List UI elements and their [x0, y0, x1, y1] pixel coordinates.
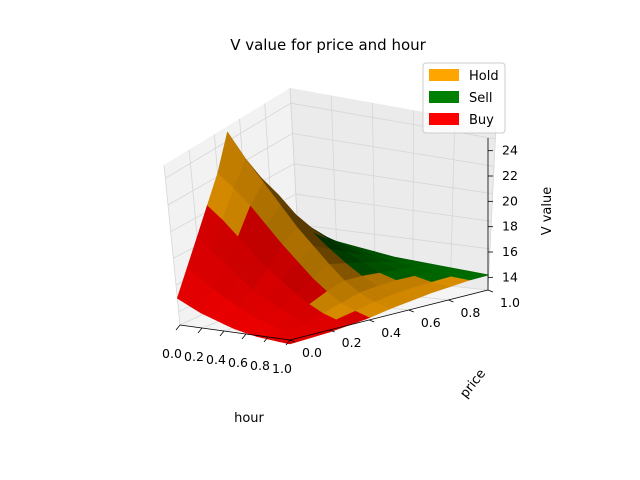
y-tick — [487, 289, 494, 293]
x-tick-label: 0.6 — [228, 355, 248, 370]
x-tick — [241, 333, 247, 340]
x-tick — [197, 327, 203, 334]
x-tick-label: 0.0 — [162, 346, 182, 361]
z-tick-label: 20 — [502, 193, 518, 208]
legend-swatch-sell — [429, 91, 459, 103]
z-tick-label: 24 — [502, 143, 518, 158]
x-tick — [285, 339, 291, 346]
legend-swatch-hold — [429, 69, 459, 81]
x-axis-line — [179, 324, 291, 341]
x-axis-label: hour — [234, 411, 264, 426]
y-axis-line — [289, 289, 489, 341]
y-tick-label: 0.4 — [381, 325, 401, 340]
x-tick — [263, 336, 269, 343]
z-tick-label: 22 — [502, 168, 518, 183]
x-tick-label: 0.8 — [250, 358, 270, 373]
legend-entry-hold: Hold — [429, 69, 499, 84]
x-tick — [219, 330, 225, 337]
legend-swatch-buy — [429, 113, 459, 125]
surface — [176, 131, 489, 345]
y-tick — [369, 319, 375, 323]
y-tick-label: 0.6 — [421, 315, 441, 330]
z-tick-label: 14 — [502, 269, 518, 284]
z-tick-label: 18 — [502, 219, 518, 234]
y-tick — [408, 309, 414, 313]
y-tick — [448, 299, 454, 303]
legend-label-hold: Hold — [469, 69, 499, 84]
surface-patch-buy — [277, 335, 310, 345]
x-tick — [175, 324, 181, 331]
legend-label-sell: Sell — [469, 91, 492, 106]
axes: 0.0 0.2 0.4 0.6 0.8 1.00.00.20.40.60.81.01416… — [162, 138, 520, 376]
y-tick — [329, 329, 335, 333]
x-tick-label: 1.0 — [272, 361, 292, 376]
z-tick-label: 16 — [502, 244, 518, 259]
y-tick — [289, 339, 296, 343]
y-tick-label: 1.0 — [500, 295, 520, 310]
y-axis-label: price — [457, 366, 489, 401]
pane-back — [290, 88, 496, 290]
legend-entry-buy: Buy — [429, 113, 494, 128]
legend: Hold Sell Buy — [422, 62, 506, 134]
x-tick-label: 0.2 — [184, 349, 204, 364]
chart-title: V value for price and hour — [230, 36, 426, 54]
grid-line-z — [167, 133, 495, 206]
legend-entry-sell: Sell — [429, 91, 492, 106]
z-axis-label: V value — [540, 187, 555, 236]
y-tick-label: 0.0 — [302, 345, 322, 360]
y-tick-label: 0.2 — [342, 335, 362, 350]
legend-label-buy: Buy — [469, 113, 494, 128]
y-tick-label: 0.8 — [460, 305, 480, 320]
x-tick-label: 0.4 — [206, 352, 226, 367]
